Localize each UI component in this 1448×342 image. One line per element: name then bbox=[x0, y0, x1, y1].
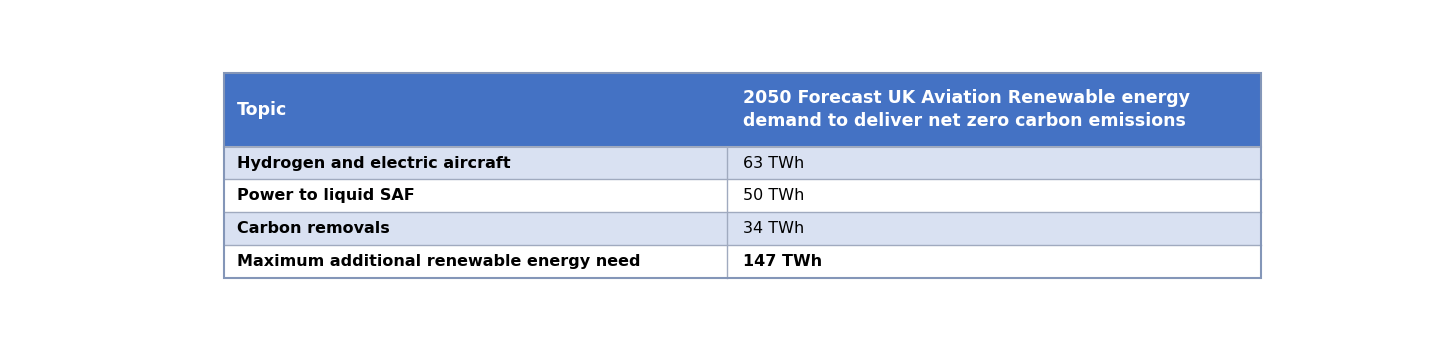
Text: Maximum additional renewable energy need: Maximum additional renewable energy need bbox=[237, 254, 640, 269]
Text: Power to liquid SAF: Power to liquid SAF bbox=[237, 188, 416, 203]
Text: Hydrogen and electric aircraft: Hydrogen and electric aircraft bbox=[237, 156, 511, 171]
Text: 34 TWh: 34 TWh bbox=[743, 221, 805, 236]
Bar bbox=[223, 180, 1261, 212]
Bar bbox=[223, 212, 1261, 245]
Text: 147 TWh: 147 TWh bbox=[743, 254, 822, 269]
Bar bbox=[223, 245, 1261, 278]
Text: Topic: Topic bbox=[237, 101, 287, 119]
Bar bbox=[223, 147, 1261, 180]
Bar bbox=[223, 73, 1261, 278]
Text: 2050 Forecast UK Aviation Renewable energy
demand to deliver net zero carbon emi: 2050 Forecast UK Aviation Renewable ener… bbox=[743, 89, 1190, 130]
Bar bbox=[223, 73, 1261, 147]
Text: Carbon removals: Carbon removals bbox=[237, 221, 390, 236]
Text: 50 TWh: 50 TWh bbox=[743, 188, 805, 203]
Text: 63 TWh: 63 TWh bbox=[743, 156, 805, 171]
